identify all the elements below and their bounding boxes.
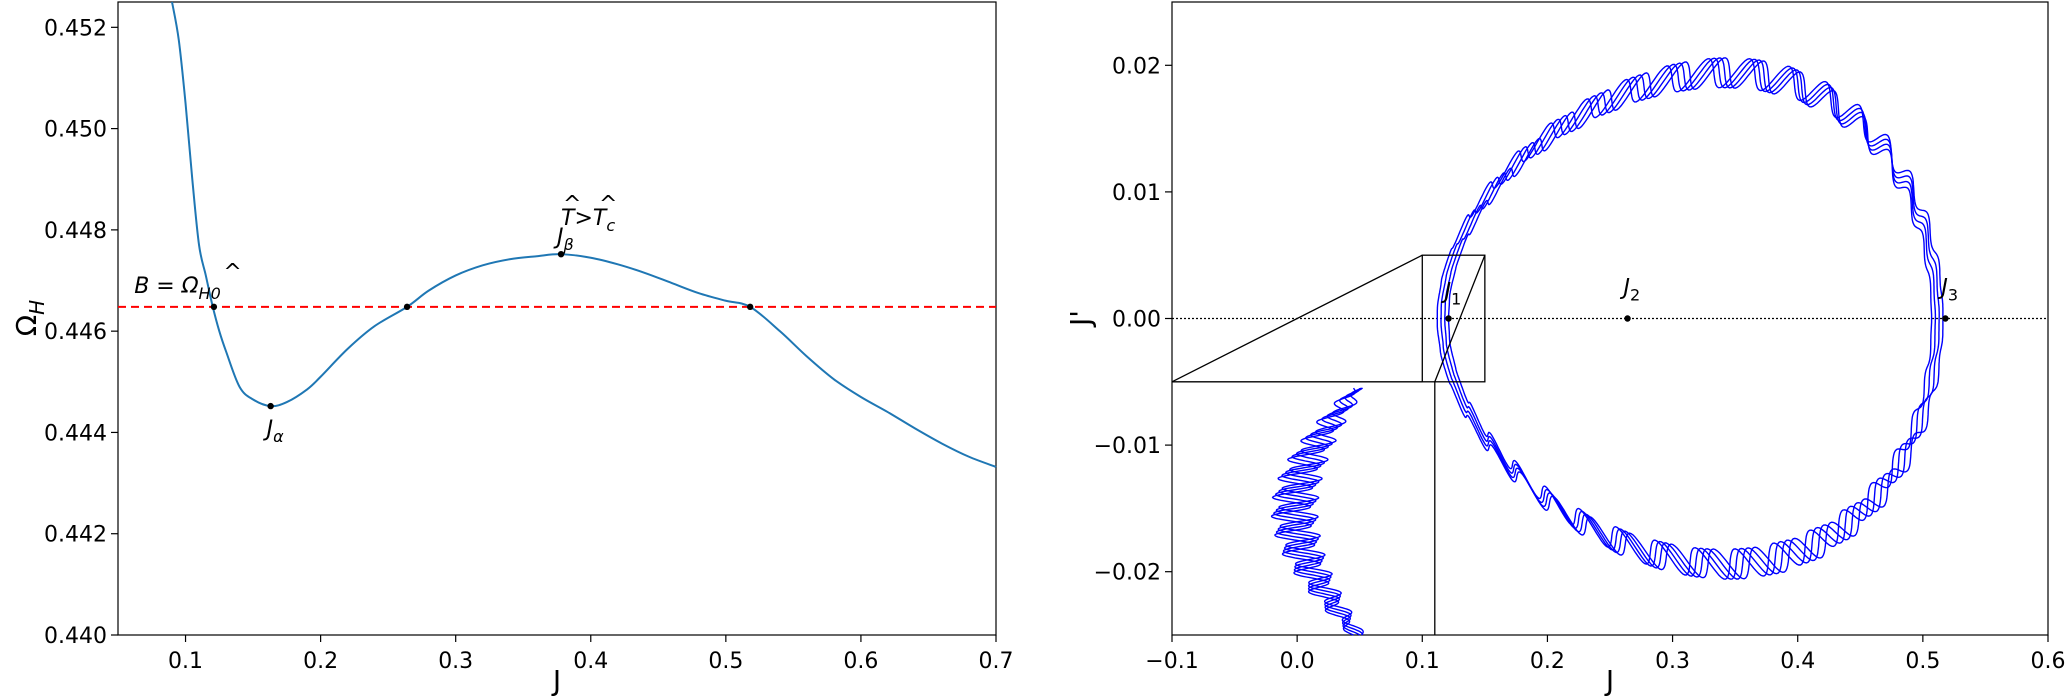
left-point-marker: [267, 402, 274, 410]
left-x-axis-label: J: [551, 664, 561, 696]
right-points: [1445, 315, 1949, 322]
left-y-tick-label: 0.442: [44, 523, 107, 548]
right-y-tick-label: 0.01: [1112, 181, 1161, 206]
right-y-tick-label: 0.00: [1112, 308, 1161, 333]
inset-trajectory-path: [1275, 387, 1364, 636]
right-chart: −0.1 0.0 0.1 0.2 0.3 0.4 0.5 0.6 −0.02 −0.01 0.00 0…: [1064, 1, 2066, 696]
right-point-marker: [1942, 315, 1949, 322]
left-point-marker: [557, 250, 565, 258]
left-x-tick-label: 0.4: [573, 649, 608, 674]
right-x-axis-label: J: [1604, 664, 1614, 696]
annotation-temperature-hat-2: ^: [599, 192, 617, 217]
left-x-tick-label: 0.1: [168, 649, 203, 674]
annotation-b-omega-hat: ^: [223, 260, 241, 285]
left-point-marker: [746, 303, 754, 311]
right-point-marker: [1624, 315, 1631, 322]
zoom-connector: [1434, 254, 1486, 383]
left-points: [210, 250, 754, 410]
right-x-tick-label: 0.1: [1405, 649, 1440, 674]
left-x-tick-label: 0.3: [438, 649, 473, 674]
inset-trajectory-path: [1278, 387, 1364, 636]
right-y-tick-label: −0.01: [1094, 434, 1161, 459]
left-y-tick-label: 0.448: [44, 219, 107, 244]
annotation-j1: J1: [1441, 280, 1462, 309]
right-x-tick-label: 0.2: [1530, 649, 1565, 674]
right-trajectory-series: [1270, 57, 1944, 636]
left-y-tick-label: 0.450: [44, 118, 107, 143]
right-x-tick-label: 0.3: [1655, 649, 1690, 674]
left-ticks: 0.1 0.2 0.3 0.4 0.5 0.6 0.7 0.440 0.442 0.444 0.44…: [44, 16, 1013, 674]
zoom-connector: [1171, 254, 1423, 383]
left-point-marker: [403, 303, 411, 311]
left-y-tick-label: 0.440: [44, 624, 107, 649]
right-x-tick-label: 0.0: [1280, 649, 1315, 674]
right-x-tick-label: 0.4: [1780, 649, 1815, 674]
right-zoom-box: [1171, 254, 1486, 635]
left-y-axis-label: ΩH ^: [0, 300, 49, 336]
left-y-tick-label: 0.444: [44, 421, 107, 446]
annotation-j3: J3: [1937, 276, 1958, 305]
annotation-temperature: T>Tc: [561, 206, 615, 235]
left-curve-series: [171, 1, 997, 468]
annotation-temperature-hat-1: ^: [563, 192, 581, 217]
right-ticks: −0.1 0.0 0.1 0.2 0.3 0.4 0.5 0.6 −0.02 −0.01 0.00 0…: [1094, 54, 2066, 674]
right-y-tick-label: 0.02: [1112, 54, 1161, 79]
left-y-tick-label: 0.452: [44, 16, 107, 41]
right-x-tick-label: 0.6: [2031, 649, 2066, 674]
annotation-j-alpha: Jα: [263, 417, 285, 446]
left-point-marker: [210, 303, 218, 311]
zoom-rect: [1421, 254, 1486, 383]
left-x-tick-label: 0.6: [843, 649, 878, 674]
inset-trajectory-path: [1270, 387, 1357, 636]
left-x-tick-label: 0.7: [979, 649, 1014, 674]
left-x-tick-label: 0.2: [303, 649, 338, 674]
left-y-tick-label: 0.446: [44, 320, 107, 345]
annotation-b-omega: B = ΩH0: [134, 274, 221, 303]
right-y-tick-label: −0.02: [1094, 561, 1161, 586]
right-x-tick-label: 0.5: [1905, 649, 1940, 674]
left-plot-frame: [117, 1, 997, 636]
svg-text:^: ^: [0, 306, 19, 329]
annotation-j2: J2: [1620, 276, 1641, 305]
right-x-tick-label: −0.1: [1145, 649, 1198, 674]
left-x-tick-label: 0.5: [708, 649, 743, 674]
right-y-axis-label: J': [1064, 310, 1097, 328]
left-chart: 0.1 0.2 0.3 0.4 0.5 0.6 0.7 0.440 0.442 0.444 0.44…: [0, 1, 1014, 696]
right-point-marker: [1445, 315, 1452, 322]
